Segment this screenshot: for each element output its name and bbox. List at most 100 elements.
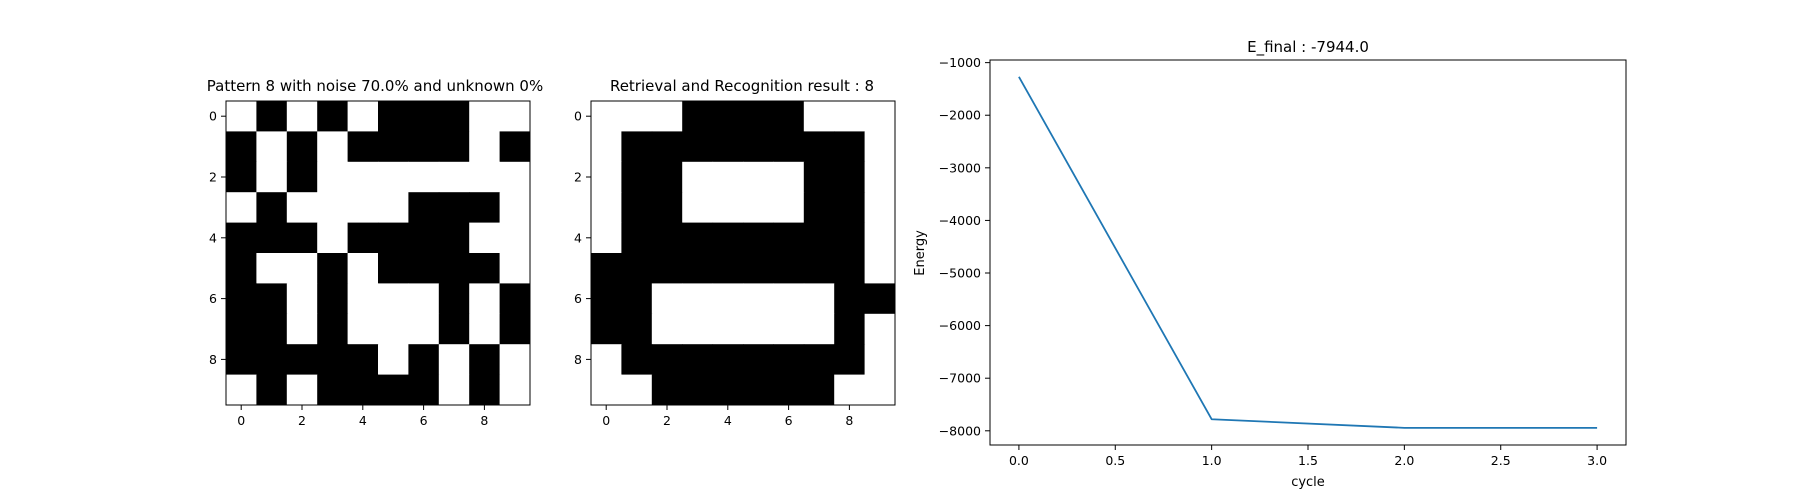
noisy-pattern-cell-r7-c7 (438, 313, 470, 345)
noisy-pattern-cell-r9-c5 (378, 374, 409, 406)
noisy-pattern-ticks: 0 2 4 6 8 0 2 4 6 8 (209, 109, 488, 428)
noisy-pattern-cell-r5-c0 (226, 253, 257, 284)
retrieval-result-cell-r2-c7 (803, 161, 835, 193)
noisy-pattern-cell-r2-c3 (317, 161, 349, 193)
retrieval-result-cell-r3-c5 (743, 192, 774, 224)
retrieval-result-cell-r8-c0 (591, 344, 622, 376)
retrieval-result-cell-r1-c3 (682, 131, 714, 163)
noisy-pattern-cell-r2-c2 (286, 161, 318, 193)
noisy-pattern-cell-r0-c9 (499, 101, 531, 132)
retrieval-result-cell-r9-c6 (773, 374, 805, 406)
noisy-pattern-frame (225, 100, 531, 406)
noisy-pattern-cell-r9-c8 (469, 374, 501, 406)
noisy-pattern-cell-r5-c4 (347, 253, 379, 284)
retrieval-result-cell-r1-c9 (864, 131, 896, 163)
retrieval-result-cell-r0-c5 (743, 101, 774, 132)
retrieval-result-cell-r4-c9 (864, 222, 896, 254)
noisy-pattern-cell-r6-c1 (256, 283, 288, 315)
retrieval-result-cell-r4-c3 (682, 222, 714, 254)
energy-x-axis-label: cycle (1291, 475, 1325, 490)
retrieval-result-cells (591, 101, 896, 406)
retrieval-result-cell-r8-c9 (864, 344, 896, 376)
retrieval-result-cell-r7-c6 (773, 313, 805, 345)
retrieval-result-cell-r5-c0 (591, 253, 622, 284)
retrieval-result-cell-r1-c8 (834, 131, 866, 163)
noisy-pattern-cell-r1-c6 (408, 131, 440, 163)
retrieval-result-cell-r3-c3 (682, 192, 714, 224)
noisy-pattern-cell-r6-c6 (408, 283, 440, 315)
retrieval-result-cell-r0-c9 (864, 101, 896, 132)
retrieval-result-cell-r9-c1 (621, 374, 653, 406)
retrieval-result-cell-r0-c8 (834, 101, 866, 132)
retrieval-result-cell-r9-c0 (591, 374, 622, 406)
noisy-pattern-x-tick-label-6: 6 (420, 413, 428, 428)
energy-chart-lines (1018, 76, 1598, 429)
noisy-pattern-cell-r6-c8 (469, 283, 501, 315)
retrieval-result-cell-r7-c5 (743, 313, 774, 345)
noisy-pattern-cell-r9-c9 (499, 374, 531, 406)
noisy-pattern-cell-r3-c2 (286, 192, 318, 224)
noisy-pattern-cell-r6-c5 (378, 283, 409, 315)
noisy-pattern-cell-r0-c2 (286, 101, 318, 132)
retrieval-result-cell-r4-c6 (773, 222, 805, 254)
retrieval-result-ticks: 0 2 4 6 8 0 2 4 6 8 (574, 109, 853, 428)
noisy-pattern-cell-r6-c7 (438, 283, 470, 315)
retrieval-result-cell-r1-c0 (591, 131, 622, 163)
retrieval-result-cell-r8-c2 (651, 344, 683, 376)
noisy-pattern-cell-r8-c4 (347, 344, 379, 376)
retrieval-result-y-tick-label-4: 4 (574, 230, 582, 245)
retrieval-result-cell-r0-c4 (712, 101, 744, 132)
retrieval-result-cell-r8-c5 (743, 344, 774, 376)
noisy-pattern-cell-r5-c1 (256, 253, 288, 284)
retrieval-result-cell-r4-c0 (591, 222, 622, 254)
energy-x-tick-label-0.5: 0.5 (1105, 453, 1125, 468)
noisy-pattern-cell-r7-c4 (347, 313, 379, 345)
noisy-pattern-cell-r0-c8 (469, 101, 501, 132)
noisy-pattern-cell-r9-c7 (438, 374, 470, 406)
retrieval-result-title: Retrieval and Recognition result : 8 (610, 77, 874, 95)
retrieval-result-frame (590, 100, 896, 406)
noisy-pattern-cell-r3-c6 (408, 192, 440, 224)
noisy-pattern-cell-r4-c7 (438, 222, 470, 254)
retrieval-result-cell-r1-c5 (743, 131, 774, 163)
retrieval-result-cell-r9-c4 (712, 374, 744, 406)
retrieval-result-cell-r8-c4 (712, 344, 744, 376)
energy-y-tick-label--6000: −6000 (939, 318, 981, 333)
noisy-pattern-cell-r1-c9 (499, 131, 531, 163)
energy-plot-area (989, 59, 1627, 446)
energy-x-tick-label-2.5: 2.5 (1491, 453, 1511, 468)
retrieval-result-cell-r1-c2 (651, 131, 683, 163)
retrieval-result-cell-r5-c7 (803, 253, 835, 284)
noisy-pattern-cell-r8-c6 (408, 344, 440, 376)
retrieval-result-cell-r7-c1 (621, 313, 653, 345)
retrieval-result-cell-r3-c9 (864, 192, 896, 224)
noisy-pattern-cell-r7-c0 (226, 313, 257, 345)
noisy-pattern-cell-r3-c3 (317, 192, 349, 224)
retrieval-result-cell-r5-c3 (682, 253, 714, 284)
retrieval-result-cell-r6-c0 (591, 283, 622, 315)
retrieval-result-y-tick-label-6: 6 (574, 291, 582, 306)
retrieval-result-cell-r4-c7 (803, 222, 835, 254)
noisy-pattern-cell-r4-c9 (499, 222, 531, 254)
retrieval-result-cell-r3-c8 (834, 192, 866, 224)
noisy-pattern-cell-r7-c2 (286, 313, 318, 345)
noisy-pattern-cell-r4-c3 (317, 222, 349, 254)
noisy-pattern-cell-r5-c7 (438, 253, 470, 284)
retrieval-result-cell-r3-c0 (591, 192, 622, 224)
noisy-pattern-cell-r8-c1 (256, 344, 288, 376)
energy-chart-ticks: 0.0 0.5 1.0 1.5 2.0 2.5 3.0 −1000 −2000 −3000 −400… (939, 55, 1607, 468)
retrieval-result-cell-r8-c8 (834, 344, 866, 376)
retrieval-result-cell-r9-c2 (651, 374, 683, 406)
noisy-pattern-y-tick-label-2: 2 (209, 170, 217, 185)
noisy-pattern-cell-r6-c9 (499, 283, 531, 315)
energy-chart-title: E_final : -7944.0 (1247, 38, 1369, 57)
energy-x-tick-label-3.0: 3.0 (1587, 453, 1607, 468)
energy-y-tick-label--5000: −5000 (939, 266, 981, 281)
retrieval-result-x-tick-label-0: 0 (602, 413, 610, 428)
retrieval-result-x-tick-label-2: 2 (663, 413, 671, 428)
noisy-pattern-cell-r4-c4 (347, 222, 379, 254)
noisy-pattern-cell-r6-c3 (317, 283, 349, 315)
retrieval-result-cell-r9-c5 (743, 374, 774, 406)
noisy-pattern-cell-r7-c1 (256, 313, 288, 345)
noisy-pattern-cell-r3-c7 (438, 192, 470, 224)
